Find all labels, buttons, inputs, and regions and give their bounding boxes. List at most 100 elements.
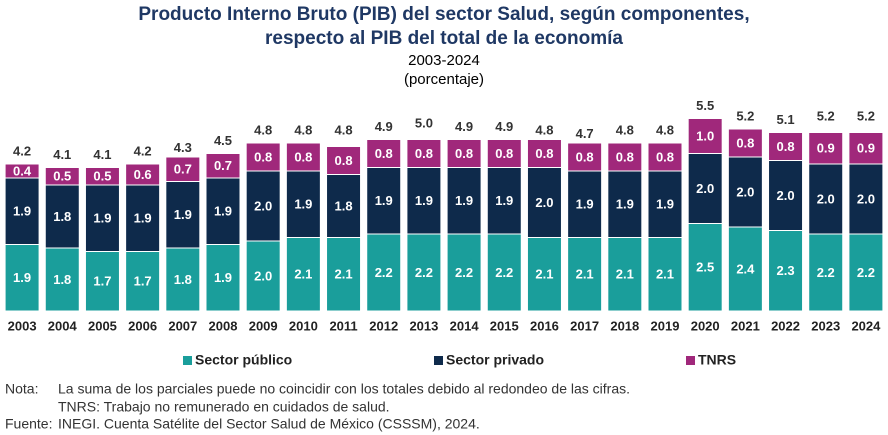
bar-segment: [326, 237, 362, 312]
value-label: 2.2: [375, 265, 393, 280]
value-label: 0.8: [576, 149, 594, 164]
x-tick-label: 2017: [570, 318, 599, 333]
bar-segment: [165, 156, 201, 182]
bar-segment: [406, 139, 442, 168]
total-label: 4.2: [134, 143, 152, 158]
value-label: 0.8: [736, 135, 754, 150]
value-label: 2.0: [777, 188, 795, 203]
total-label: 4.8: [294, 122, 312, 137]
value-label: 2.1: [535, 267, 553, 282]
bar-segment: [84, 167, 120, 186]
total-label: 5.2: [736, 108, 754, 123]
value-label: 2.0: [696, 181, 714, 196]
value-label: 1.9: [13, 204, 31, 219]
value-label: 0.8: [616, 149, 634, 164]
bar-segment: [125, 163, 161, 186]
value-label: 0.9: [817, 141, 835, 156]
bar-segment: [366, 139, 402, 168]
value-label: 2.2: [857, 265, 875, 280]
x-tick-label: 2009: [249, 318, 278, 333]
bar-segment: [165, 181, 201, 249]
bar-segment: [808, 163, 844, 235]
x-tick-label: 2005: [88, 318, 117, 333]
x-tick-label: 2021: [731, 318, 760, 333]
bar-segment: [245, 170, 281, 242]
value-label: 0.8: [535, 146, 553, 161]
total-label: 4.8: [335, 122, 353, 137]
value-label: 1.9: [214, 270, 232, 285]
bar-segment: [205, 177, 241, 245]
value-label: 1.9: [495, 193, 513, 208]
total-label: 4.8: [656, 122, 674, 137]
value-label: 1.7: [93, 274, 111, 289]
x-tick-label: 2020: [691, 318, 720, 333]
total-label: 4.8: [254, 122, 272, 137]
bar-segment: [44, 167, 80, 186]
value-label: 0.8: [415, 146, 433, 161]
bar-segment: [848, 163, 884, 235]
total-label: 4.9: [495, 119, 513, 134]
bar-segment: [567, 142, 603, 172]
total-label: 4.7: [576, 126, 594, 141]
value-label: 0.7: [214, 158, 232, 173]
legend-swatch: [183, 356, 192, 365]
bar-segment: [366, 233, 402, 312]
bar-segment: [607, 170, 643, 238]
chart-subtitle: (porcentaje): [404, 71, 484, 88]
bar-segment: [4, 163, 40, 179]
value-label: 0.9: [857, 141, 875, 156]
value-label: 1.0: [696, 128, 714, 143]
bar-segment: [406, 167, 442, 235]
value-label: 0.6: [134, 167, 152, 182]
bar-segment: [808, 132, 844, 165]
total-label: 5.2: [817, 108, 835, 123]
x-tick-label: 2013: [409, 318, 438, 333]
value-label: 0.8: [777, 139, 795, 154]
bar-segment: [567, 170, 603, 238]
value-label: 0.8: [495, 146, 513, 161]
bar-segment: [366, 167, 402, 235]
legend-label: Sector privado: [446, 352, 544, 368]
bar-segment: [808, 233, 844, 312]
bar-segment: [446, 233, 482, 312]
value-label: 2.0: [736, 184, 754, 199]
value-label: 0.8: [254, 149, 272, 164]
value-label: 2.2: [455, 265, 473, 280]
x-tick-label: 2004: [48, 318, 78, 333]
value-label: 1.9: [576, 197, 594, 212]
bar-segment: [486, 139, 522, 168]
bar-segment: [245, 142, 281, 172]
value-label: 1.9: [134, 211, 152, 226]
bar-segment: [647, 237, 683, 312]
value-label: 2.0: [817, 191, 835, 206]
bar-segment: [687, 223, 723, 312]
note: La suma de los parciales puede no coinci…: [58, 381, 630, 397]
value-label: 2.0: [254, 268, 272, 283]
source-label: Fuente:: [5, 416, 52, 432]
x-tick-label: 2015: [490, 318, 519, 333]
total-label: 5.0: [415, 115, 433, 130]
value-label: 2.1: [294, 267, 312, 282]
bar-segment: [205, 244, 241, 312]
total-label: 4.5: [214, 133, 232, 148]
bar-segment: [647, 170, 683, 238]
bar-segment: [285, 170, 321, 238]
value-label: 1.8: [335, 198, 353, 213]
bar-segment: [4, 177, 40, 245]
bar-segment: [205, 153, 241, 179]
bar-segment: [848, 132, 884, 165]
value-label: 2.0: [535, 195, 553, 210]
bar-segment: [486, 167, 522, 235]
note: TNRS: Trabajo no remunerado en cuidados …: [58, 399, 390, 415]
value-label: 1.8: [174, 272, 192, 287]
bar-segment: [44, 247, 80, 312]
source: INEGI. Cuenta Satélite del Sector Salud …: [58, 416, 480, 432]
value-label: 1.8: [53, 209, 71, 224]
bar-segment: [687, 153, 723, 224]
value-label: 2.0: [857, 191, 875, 206]
x-tick-label: 2006: [128, 318, 157, 333]
value-label: 2.1: [335, 267, 353, 282]
bar-segment: [848, 233, 884, 312]
bar-segment: [607, 237, 643, 312]
